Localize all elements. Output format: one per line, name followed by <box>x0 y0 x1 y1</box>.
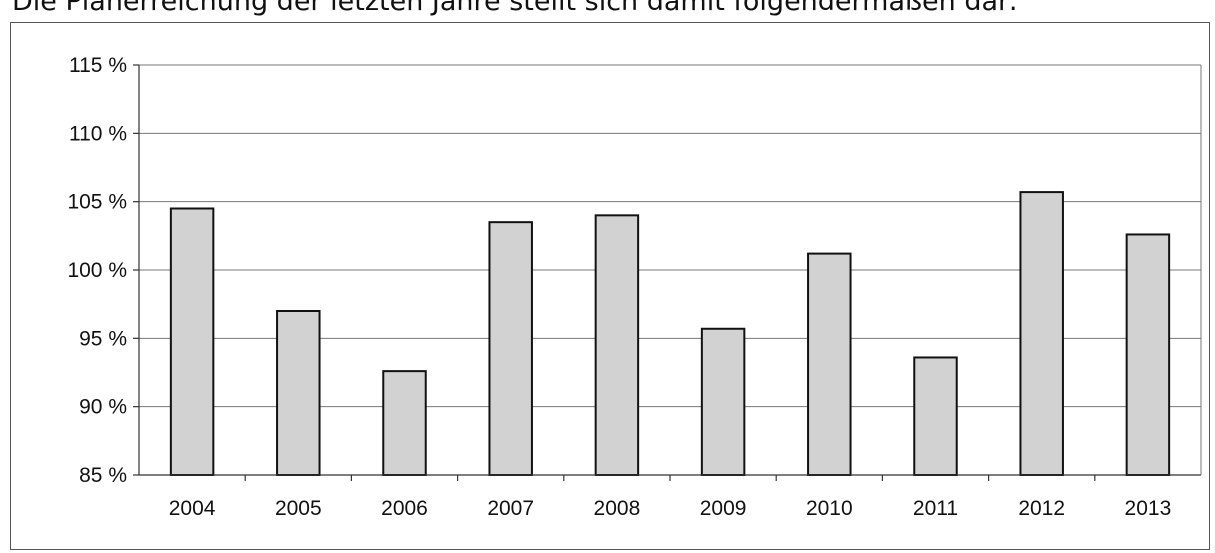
x-tick-label: 2004 <box>169 497 216 520</box>
y-axis-tick-labels: 85 % 90 % 95 % 100 % 105 % 110 % 115 % <box>67 54 127 487</box>
bar <box>1125 233 1171 476</box>
x-tick-label: 2009 <box>700 497 747 520</box>
x-tick-label: 2007 <box>487 497 534 520</box>
x-tick-label: 2005 <box>275 497 322 520</box>
axes <box>138 65 1202 481</box>
chart-frame: 85 % 90 % 95 % 100 % 105 % 110 % 115 % 2004 200… <box>10 22 1210 550</box>
y-tick-label: 110 % <box>69 122 127 145</box>
bar <box>594 214 640 476</box>
y-tick-label: 90 % <box>79 396 127 419</box>
y-tick-label: 115 % <box>69 54 127 77</box>
y-tick-label: 95 % <box>79 327 127 350</box>
bar <box>488 221 533 476</box>
x-axis-tick-labels: 2004 2005 2006 2007 2008 2009 2010 2011 2012 2013 <box>169 497 1172 520</box>
x-tick-label: 2010 <box>806 497 853 520</box>
y-tick-label: 100 % <box>67 259 127 282</box>
bar <box>1019 191 1064 476</box>
x-tick-label: 2008 <box>594 497 641 520</box>
x-tick-label: 2013 <box>1125 497 1172 520</box>
x-tick-label: 2011 <box>913 497 958 520</box>
y-tick-label: 105 % <box>67 191 127 214</box>
bars <box>169 191 1171 477</box>
bar <box>913 356 958 477</box>
page-heading: Die Planerreichung der letzten Jahre ste… <box>12 0 1018 17</box>
bar <box>807 252 852 476</box>
bar <box>700 327 746 476</box>
y-tick-label: 85 % <box>79 464 127 487</box>
x-tick-label: 2006 <box>381 497 428 520</box>
bar <box>276 310 321 476</box>
bar <box>169 207 215 476</box>
bar <box>382 370 427 476</box>
x-tick-label: 2012 <box>1018 497 1065 520</box>
bar-chart: 85 %90 %95 %100 %105 %110 %115 % 2004 200… <box>67 54 1202 520</box>
